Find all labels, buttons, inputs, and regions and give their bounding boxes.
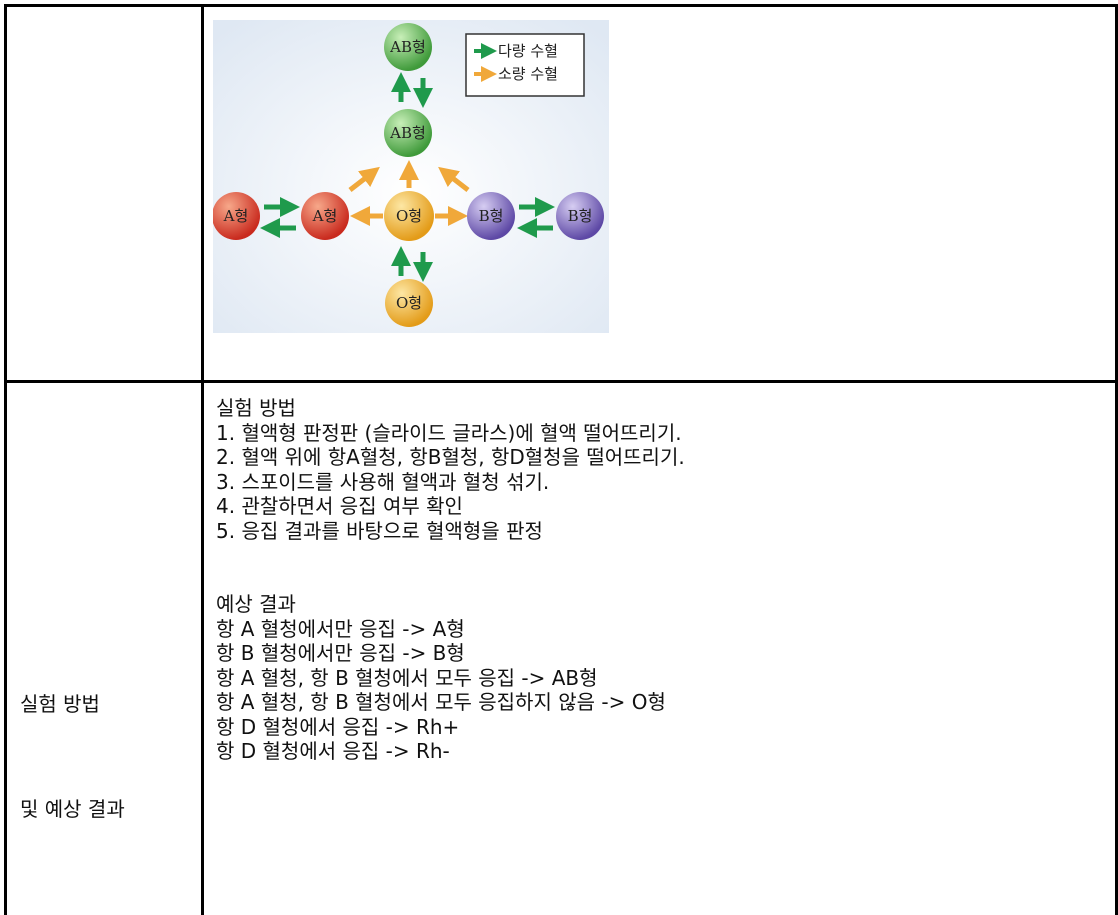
section-title: 예상 결과 <box>216 592 296 616</box>
step: 4. 관찰하면서 응집 여부 확인 <box>216 494 463 518</box>
node-label: A형 <box>223 207 249 225</box>
node <box>385 279 433 327</box>
row-divider <box>4 380 1118 383</box>
table-border-top <box>4 4 1118 7</box>
result: 항 A 혈청, 항 B 혈청에서 모두 응집 -> AB형 <box>216 665 598 690</box>
node <box>384 23 432 71</box>
result: 항 D 혈청에서 응집 -> Rh+ <box>216 714 460 739</box>
step: 5. 응집 결과를 바탕으로 혈액형을 판정 <box>216 518 543 543</box>
nodes: AB형 AB형 A형 A형 O형 B형 B형 O형 <box>213 23 604 327</box>
spacer <box>216 543 685 568</box>
step: 2. 혈액 위에 항A혈청, 항B혈청, 항D혈청을 떨어뜨리기. <box>216 445 685 469</box>
legend-label: 다량 수혈 <box>498 42 558 60</box>
row-header-line: 및 예상 결과 <box>20 797 125 821</box>
column-divider <box>201 4 204 915</box>
node-label: B형 <box>568 207 593 225</box>
spacer <box>216 568 685 593</box>
node <box>556 192 604 240</box>
node <box>384 109 432 157</box>
node <box>384 191 434 241</box>
section-title: 실험 방법 <box>216 396 296 420</box>
node <box>213 192 260 240</box>
legend: 다량 수혈 소량 수혈 <box>465 33 585 97</box>
node-label: O형 <box>396 294 422 312</box>
blood-transfusion-diagram: AB형 AB형 A형 A형 O형 B형 B형 O형 다량 수혈 소량 수혈 <box>213 20 609 333</box>
row-header: 실험 방법 및 예상 결과 <box>20 617 125 897</box>
step: 1. 혈액형 판정판 (슬라이드 글라스)에 혈액 떨어뜨리기. <box>216 420 682 445</box>
result: 항 A 혈청에서만 응집 -> A형 <box>216 616 465 641</box>
node-label: AB형 <box>389 124 426 142</box>
node <box>301 192 349 240</box>
table-border-right <box>1115 4 1118 915</box>
result: 항 D 혈청에서 응집 -> Rh- <box>216 739 450 763</box>
node-label: A형 <box>312 207 338 225</box>
result: 항 A 혈청, 항 B 혈청에서 모두 응집하지 않음 -> O형 <box>216 690 666 714</box>
arrows <box>260 72 555 282</box>
node-label: AB형 <box>389 38 426 56</box>
result: 항 B 혈청에서만 응집 -> B형 <box>216 641 465 665</box>
node <box>467 192 515 240</box>
step: 3. 스포이드를 사용해 혈액과 혈청 섞기. <box>216 469 550 494</box>
node-label: B형 <box>479 207 504 225</box>
legend-label: 소량 수혈 <box>498 65 558 83</box>
row-header-line: 실험 방법 <box>20 692 100 716</box>
node-label: O형 <box>396 207 422 225</box>
method-content: 실험 방법 1. 혈액형 판정판 (슬라이드 글라스)에 혈액 떨어뜨리기. 2. … <box>216 396 685 764</box>
table-border-left <box>4 4 7 915</box>
